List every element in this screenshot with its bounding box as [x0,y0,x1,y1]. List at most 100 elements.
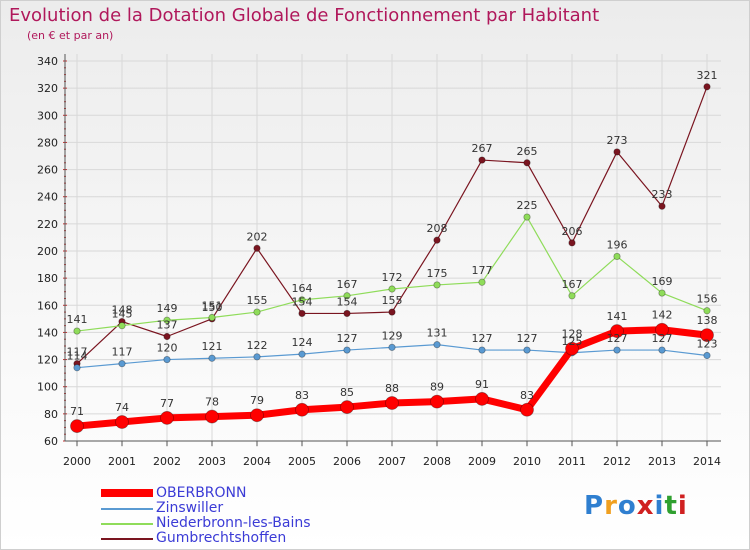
data-label-oberbronn-2007: 88 [385,382,399,395]
point-niederbronn-les-bains-2011 [568,292,576,300]
data-label-oberbronn-2003: 78 [205,396,219,409]
point-zinswiller-2006 [343,346,351,354]
data-label-oberbronn-2014: 138 [697,314,718,327]
point-niederbronn-les-bains-2005 [298,296,306,304]
point-niederbronn-les-bains-2008 [433,281,441,289]
logo-letter: P [584,491,605,521]
point-oberbronn-2006 [340,400,354,414]
point-oberbronn-2009 [475,392,489,406]
x-tick-label-2012: 2012 [603,455,631,468]
legend-swatch-oberbronn [101,489,153,497]
point-oberbronn-2001 [115,415,129,429]
x-tick-label-2014: 2014 [693,455,721,468]
point-zinswiller-2003 [208,354,216,362]
data-label-niederbronn-les-bains-2006: 167 [337,278,358,291]
y-tick-label-140: 140 [37,326,58,339]
y-tick-label-280: 280 [37,136,58,149]
data-label-oberbronn-2008: 89 [430,381,444,394]
data-label-niederbronn-les-bains-2008: 175 [427,267,448,280]
legend-swatch-niederbronn [101,523,153,525]
data-label-oberbronn-2006: 85 [340,386,354,399]
legend-item-zinswiller: Zinswiller [101,500,361,516]
data-label-gumbrechtshoffen-2005: 154 [292,295,313,308]
point-niederbronn-les-bains-2014 [703,307,711,315]
data-label-oberbronn-2002: 77 [160,397,174,410]
data-label-zinswiller-2003: 121 [202,340,223,353]
point-niederbronn-les-bains-2013 [658,289,666,297]
data-label-zinswiller-2012: 127 [607,332,628,345]
x-tick-label-2004: 2004 [243,455,271,468]
data-label-gumbrechtshoffen-2000: 117 [67,346,88,359]
y-tick-label-80: 80 [44,408,58,421]
point-niederbronn-les-bains-2004 [253,308,261,316]
x-tick-label-2008: 2008 [423,455,451,468]
point-gumbrechtshoffen-2008 [433,236,441,244]
legend-swatch-gumbrechtshoffen [101,538,153,540]
data-label-niederbronn-les-bains-2011: 167 [562,278,583,291]
legend-label-niederbronn: Niederbronn-les-Bains [156,515,311,531]
data-label-niederbronn-les-bains-2001: 145 [112,308,133,321]
legend-item-niederbronn: Niederbronn-les-Bains [101,515,361,531]
point-zinswiller-2000 [73,364,81,372]
point-oberbronn-2012 [610,324,624,338]
label-layer: 117 148 137 150 202 154 154 155 208 267 265 206 273 2… [67,69,718,418]
data-label-gumbrechtshoffen-2007: 155 [382,294,403,307]
data-label-gumbrechtshoffen-2008: 208 [427,222,448,235]
point-zinswiller-2012 [613,346,621,354]
logo-letter: i [677,491,688,521]
point-niederbronn-les-bains-2002 [163,316,171,324]
point-zinswiller-2005 [298,350,306,358]
data-label-zinswiller-2004: 122 [247,339,268,352]
y-tick-label-220: 220 [37,218,58,231]
legend-label-gumbrechtshoffen: Gumbrechtshoffen [156,530,287,546]
logo-letter: i [654,491,665,521]
data-label-niederbronn-les-bains-2005: 164 [292,282,313,295]
data-label-gumbrechtshoffen-2012: 273 [607,134,628,147]
point-gumbrechtshoffen-2013 [658,202,666,210]
legend-label-zinswiller: Zinswiller [156,500,224,516]
logo-letter: o [617,491,637,521]
point-niederbronn-les-bains-2003 [208,313,216,322]
logo-letter: x [636,491,655,521]
data-label-gumbrechtshoffen-2014: 321 [697,69,718,82]
x-tick-label-2006: 2006 [333,455,361,468]
data-label-niederbronn-les-bains-2014: 156 [697,293,718,306]
x-tick-label-2001: 2001 [108,455,136,468]
data-label-oberbronn-2011: 128 [562,328,583,341]
data-label-niederbronn-les-bains-2004: 155 [247,294,268,307]
legend-item-oberbronn: OBERBRONN [101,485,361,501]
data-label-gumbrechtshoffen-2006: 154 [337,295,358,308]
data-label-oberbronn-2001: 74 [115,401,129,414]
x-tick-label-2005: 2005 [288,455,316,468]
data-label-gumbrechtshoffen-2010: 265 [517,145,538,158]
point-oberbronn-2013 [655,322,669,337]
point-zinswiller-2014 [703,351,711,360]
data-label-niederbronn-les-bains-2002: 149 [157,302,178,315]
data-label-gumbrechtshoffen-2001: 148 [112,304,133,317]
point-niederbronn-les-bains-2007 [388,285,396,293]
data-label-oberbronn-2005: 83 [295,389,309,402]
point-zinswiller-2010 [523,346,531,354]
data-label-oberbronn-2000: 71 [70,405,84,418]
point-gumbrechtshoffen-2014 [703,83,711,91]
point-oberbronn-2010 [520,402,534,417]
data-label-zinswiller-2014: 123 [697,338,718,351]
data-label-oberbronn-2010: 83 [520,389,534,402]
point-gumbrechtshoffen-2005 [298,309,306,318]
point-zinswiller-2004 [253,353,261,361]
data-label-gumbrechtshoffen-2003: 150 [202,301,223,314]
legend-item-gumbrechtshoffen: Gumbrechtshoffen [101,530,361,546]
axis-layer: 60 80 100 120 140 160 180 200 220 240 260 280 300 320… [37,54,721,468]
data-label-zinswiller-2008: 131 [427,327,448,340]
legend: OBERBRONN Zinswiller Niederbronn-les-Bai… [101,485,361,546]
data-label-zinswiller-2009: 127 [472,332,493,345]
point-zinswiller-2013 [658,346,666,354]
point-gumbrechtshoffen-2006 [343,309,351,318]
x-tick-label-2003: 2003 [198,455,226,468]
data-label-niederbronn-les-bains-2009: 177 [472,264,493,277]
y-tick-label-60: 60 [44,435,58,448]
y-tick-label-340: 340 [37,55,58,68]
data-label-niederbronn-les-bains-2003: 151 [202,300,223,313]
y-tick-label-120: 120 [37,354,58,367]
